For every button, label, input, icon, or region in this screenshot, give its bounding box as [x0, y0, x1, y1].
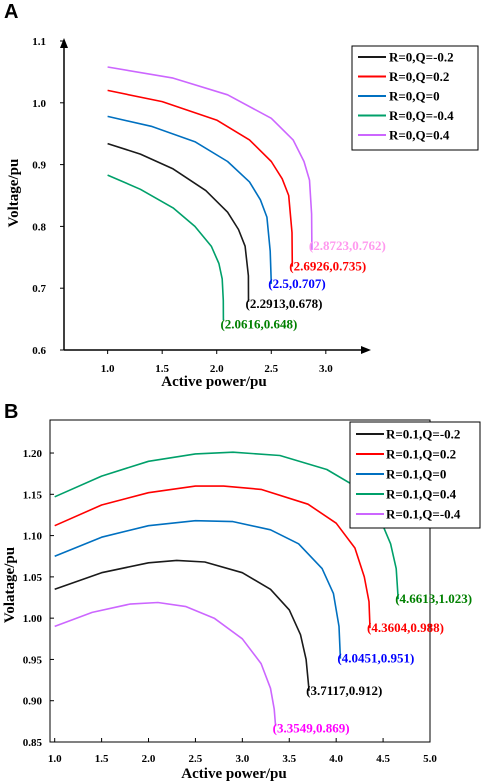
series-line-5	[107, 66, 313, 250]
series-end-label-5: (3.3549,0.869)	[273, 720, 350, 735]
series-lines-b	[54, 451, 399, 727]
end-labels-a: (2.2913,0.678) (2.6926,0.735) (2.5,0.707) (…	[220, 238, 385, 331]
legend-a: R=0,Q=-0.2 R=0,Q=0.2 R=0,Q=0 R=0,Q=-0.4 R=0,…	[351, 45, 479, 151]
y-axis-arrow-a	[60, 38, 68, 48]
y-tick-label: 0.90	[23, 696, 43, 708]
y-tick-label: 1.0	[32, 98, 46, 110]
y-tick-label: 1.15	[23, 489, 43, 501]
y-tick-label: 0.6	[32, 345, 46, 357]
ticks-b: 1.0 1.5 2.0 2.5 3.0 3.5 4.0 4.5 5.0 0.85 0.90 0.95 1…	[23, 448, 438, 765]
panel-letter-a: A	[4, 1, 18, 23]
x-tick-label: 2.0	[142, 753, 156, 765]
legend-label-1: R=0.1,Q=-0.2	[386, 427, 460, 442]
x-tick-label: 3.5	[282, 753, 296, 765]
legend-label-5: R=0.1,Q=-0.4	[386, 507, 461, 522]
series-end-label-3: (4.0451,0.951)	[337, 651, 414, 666]
x-axis-title-a: Active power/pu	[161, 374, 266, 390]
ticks-a: 1.0 1.5 2.0 2.5 3.0 0.6 0.7 0.8 0.9 1.0 1.1	[32, 36, 333, 375]
y-tick-label: 0.7	[32, 283, 46, 295]
x-tick-label: 2.5	[264, 363, 278, 375]
series-end-label-4: (2.0616,0.648)	[220, 316, 297, 331]
y-tick-label: 1.05	[23, 572, 43, 584]
y-tick-label: 1.00	[23, 613, 43, 625]
x-tick-label: 4.0	[329, 753, 343, 765]
legend-label-3: R=0,Q=0	[389, 89, 440, 104]
series-line-4	[54, 451, 399, 600]
series-line-5	[54, 601, 277, 727]
legend-label-2: R=0,Q=0.2	[389, 69, 449, 84]
x-tick-label: 1.5	[155, 363, 169, 375]
y-axis-title-b: Volatage/pu	[2, 547, 18, 623]
legend-label-2: R=0.1,Q=0.2	[386, 447, 456, 462]
x-tick-label: 4.5	[376, 753, 390, 765]
x-tick-label: 3.0	[235, 753, 249, 765]
series-lines-a	[107, 66, 313, 321]
series-line-1	[54, 559, 310, 691]
y-tick-label: 1.10	[23, 531, 43, 543]
x-tick-label: 3.0	[319, 363, 333, 375]
series-end-label-1: (2.2913,0.678)	[246, 296, 323, 311]
legend-label-4: R=0,Q=-0.4	[389, 108, 454, 123]
x-axis-arrow-a	[361, 346, 371, 354]
plot-frame-b	[49, 419, 431, 743]
series-line-2	[54, 485, 371, 629]
series-end-label-2: (2.6926,0.735)	[289, 259, 366, 274]
y-tick-label: 0.85	[23, 737, 43, 749]
x-tick-label: 2.0	[210, 363, 224, 375]
y-tick-label: 0.8	[32, 221, 46, 233]
x-tick-label: 2.5	[189, 753, 203, 765]
series-line-2	[107, 89, 294, 267]
y-axis-title-a: Voltage/pu	[6, 159, 22, 228]
legend-label-5: R=0,Q=0.4	[389, 128, 450, 143]
end-labels-b: (3.7117,0.912) (4.3604,0.988) (4.0451,0.95…	[273, 591, 472, 735]
series-end-label-1: (3.7117,0.912)	[306, 683, 382, 698]
y-tick-label: 0.95	[23, 654, 43, 666]
panel-letter-b: B	[4, 401, 18, 423]
x-tick-label: 1.5	[95, 753, 109, 765]
x-tick-label: 5.0	[423, 753, 437, 765]
legend-box-a	[351, 45, 479, 151]
x-tick-label: 1.0	[101, 363, 115, 375]
x-axis-title-b: Active power/pu	[181, 766, 286, 782]
series-line-3	[107, 115, 273, 284]
legend-b: R=0.1,Q=-0.2 R=0.1,Q=0.2 R=0.1,Q=0 R=0.1,Q=…	[349, 421, 481, 529]
axes-b	[49, 419, 431, 743]
y-tick-label: 1.20	[23, 448, 43, 460]
series-line-1	[107, 142, 250, 302]
chart-panel-a: A 1.0 1.5 2.0 2.5 3.0 0.6 0.7 0.8 0.9 1.0 1.1 (2.2…	[4, 1, 479, 390]
legend-label-4: R=0.1,Q=0.4	[386, 487, 457, 502]
legend-label-1: R=0,Q=-0.2	[389, 50, 454, 65]
series-end-label-5: (2.8723,0.762)	[309, 238, 386, 253]
axes-a	[60, 38, 371, 354]
y-tick-label: 0.9	[32, 160, 46, 172]
series-end-label-3: (2.5,0.707)	[268, 276, 325, 291]
chart-panel-b: B 1.0 1.5 2.0 2.5 3.0 3.5 4.0 4.5 5.0 0.85 0.90 0.9…	[2, 401, 481, 782]
series-end-label-2: (4.3604,0.988)	[367, 620, 444, 635]
legend-label-3: R=0.1,Q=0	[386, 467, 446, 482]
series-end-label-4: (4.6613,1.023)	[395, 591, 472, 606]
series-line-3	[54, 519, 342, 659]
x-tick-label: 1.0	[48, 753, 62, 765]
series-line-4	[107, 174, 225, 321]
y-tick-label: 1.1	[32, 36, 46, 48]
